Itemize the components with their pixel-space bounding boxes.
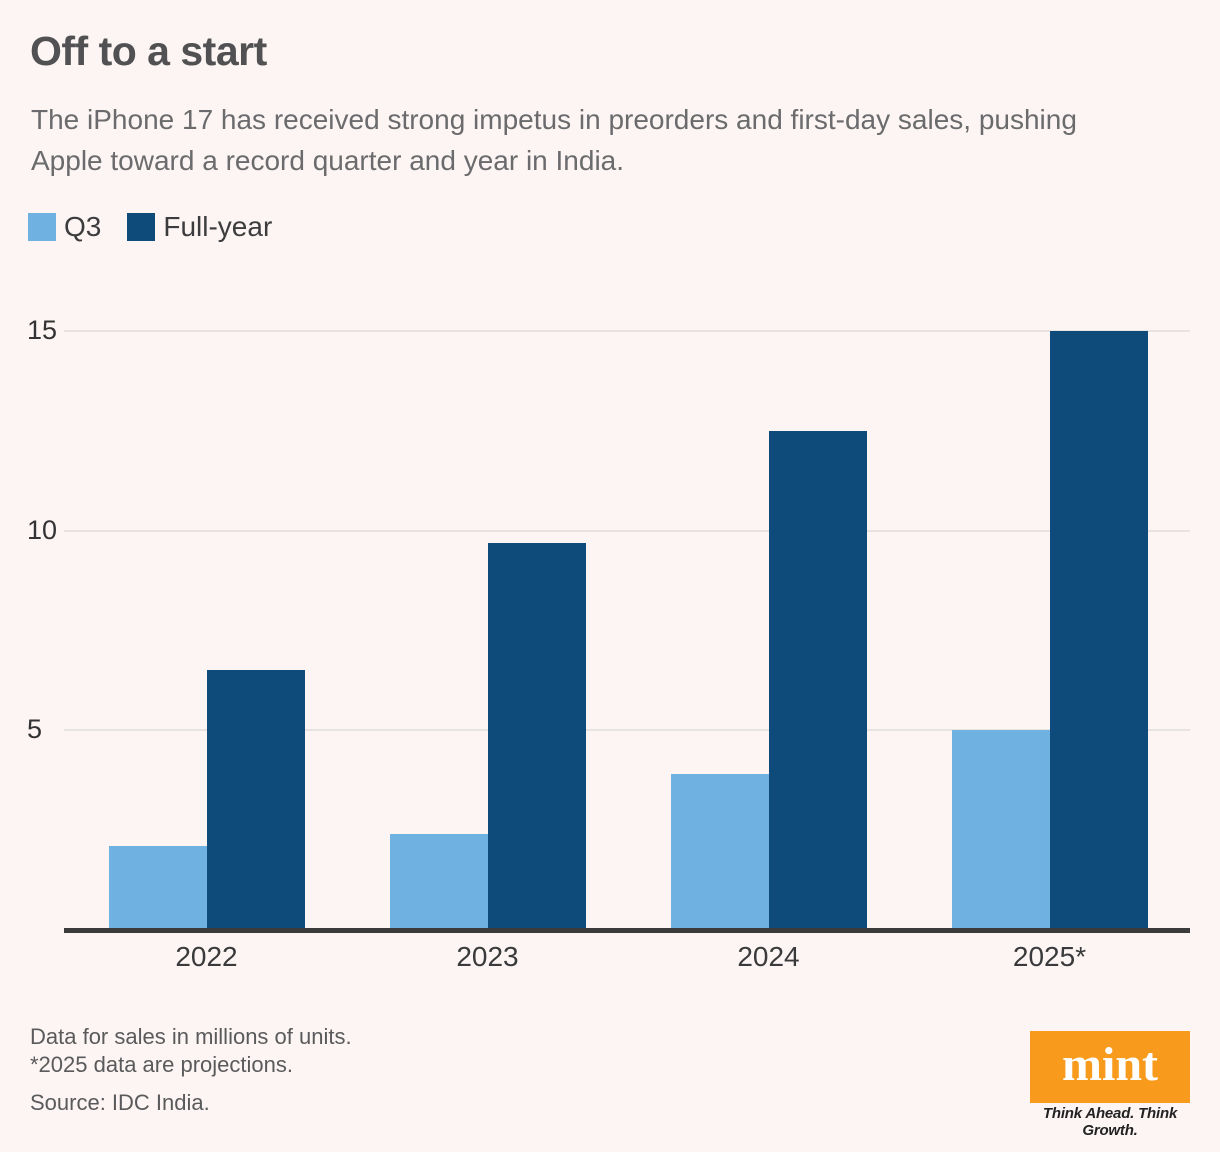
- gridline-15: [64, 330, 1190, 332]
- bar-q3-2025: [951, 730, 1050, 930]
- x-label-2023: 2023: [456, 941, 519, 972]
- x-label-2024: 2024: [737, 941, 800, 972]
- y-tick-15: 15: [27, 315, 58, 345]
- gridline-10: [64, 529, 1190, 532]
- chart-title: Off to a start: [30, 28, 267, 74]
- source-note: Source: IDC India.: [30, 1090, 210, 1115]
- x-axis-line: [64, 928, 1190, 933]
- legend-label-full-year: Full-year: [163, 211, 273, 242]
- bar-full-year-2025: [1049, 331, 1148, 930]
- mint-logo: mint: [1030, 1031, 1190, 1103]
- legend: Q3 Full-year: [28, 211, 272, 243]
- mint-logo-wordmark: mint: [1062, 1038, 1158, 1091]
- gridline-5: [64, 729, 1190, 732]
- x-label-2022: 2022: [175, 941, 238, 972]
- bar-full-year-2023: [487, 542, 586, 930]
- bar-q3-2022: [108, 846, 207, 930]
- y-tick-10: 10: [27, 514, 58, 545]
- bar-full-year-2022: [206, 670, 305, 930]
- chart-subtitle: The iPhone 17 has received strong impetu…: [31, 99, 1077, 181]
- bar-q3-2024: [670, 774, 769, 930]
- footnote-projection: *2025 data are projections.: [30, 1052, 293, 1077]
- x-label-2025: 2025*: [1012, 941, 1087, 972]
- bar-q3-2023: [389, 834, 488, 930]
- legend-swatch-full-year: [127, 213, 156, 241]
- legend-label-q3: Q3: [64, 211, 102, 242]
- mint-logo-tagline: Think Ahead. Think Growth.: [1042, 1105, 1178, 1139]
- footnote-units: Data for sales in millions of units.: [30, 1024, 352, 1049]
- y-tick-5: 5: [27, 714, 43, 745]
- legend-swatch-q3: [28, 213, 56, 241]
- bar-full-year-2024: [768, 430, 867, 930]
- chart-subtitle-line2: Apple toward a record quarter and year i…: [31, 145, 625, 176]
- chart-subtitle-line1: The iPhone 17 has received strong impetu…: [31, 104, 1077, 135]
